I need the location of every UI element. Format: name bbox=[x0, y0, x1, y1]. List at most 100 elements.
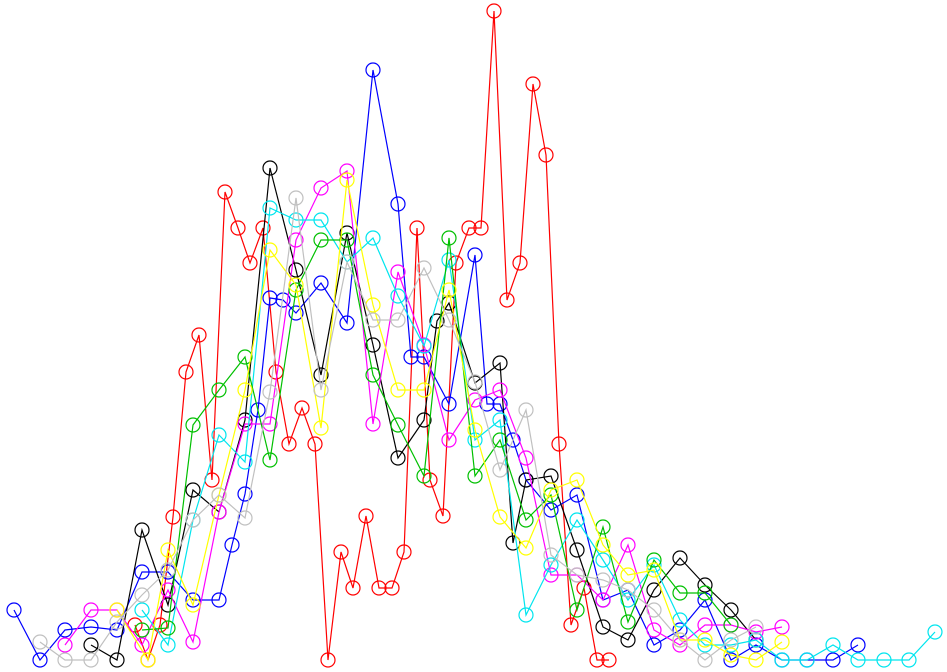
point-marker bbox=[723, 632, 739, 648]
point-marker bbox=[563, 617, 579, 633]
point-marker bbox=[339, 163, 355, 179]
point-marker bbox=[492, 382, 508, 398]
point-marker bbox=[134, 522, 150, 538]
point-marker bbox=[518, 472, 534, 488]
point-marker bbox=[185, 512, 201, 528]
point-marker bbox=[518, 607, 534, 623]
point-marker bbox=[441, 282, 457, 298]
point-marker bbox=[543, 487, 559, 503]
point-marker bbox=[876, 652, 892, 668]
point-marker bbox=[57, 637, 73, 653]
point-marker bbox=[492, 412, 508, 428]
point-marker bbox=[134, 637, 150, 653]
point-marker bbox=[384, 580, 400, 596]
point-marker bbox=[748, 624, 764, 640]
point-marker bbox=[697, 637, 713, 653]
point-marker bbox=[217, 184, 233, 200]
point-marker bbox=[339, 172, 355, 188]
point-marker bbox=[774, 619, 790, 635]
point-marker bbox=[313, 420, 329, 436]
point-marker bbox=[416, 349, 432, 365]
point-marker bbox=[569, 567, 585, 583]
point-marker bbox=[262, 160, 278, 176]
point-marker bbox=[569, 472, 585, 488]
point-marker bbox=[83, 619, 99, 635]
series bbox=[32, 190, 764, 668]
point-marker bbox=[441, 396, 457, 412]
point-marker bbox=[185, 482, 201, 498]
point-marker bbox=[390, 450, 406, 466]
series bbox=[134, 200, 943, 668]
point-marker bbox=[262, 290, 278, 306]
point-marker bbox=[134, 602, 150, 618]
point-marker bbox=[620, 614, 636, 630]
point-marker bbox=[313, 382, 329, 398]
point-marker bbox=[441, 252, 457, 268]
series-line bbox=[134, 10, 609, 662]
point-marker bbox=[109, 652, 125, 668]
point-marker bbox=[237, 349, 253, 365]
point-marker bbox=[185, 592, 201, 608]
point-marker bbox=[211, 427, 227, 443]
point-marker bbox=[83, 652, 99, 668]
point-marker bbox=[850, 652, 866, 668]
point-marker bbox=[333, 544, 349, 560]
point-marker bbox=[416, 412, 432, 428]
point-marker bbox=[185, 597, 201, 613]
point-marker bbox=[512, 255, 528, 271]
point-marker bbox=[390, 382, 406, 398]
series bbox=[127, 3, 617, 668]
point-marker bbox=[467, 468, 483, 484]
point-marker bbox=[211, 487, 227, 503]
point-marker bbox=[281, 436, 297, 452]
point-marker bbox=[230, 220, 246, 236]
point-marker bbox=[390, 312, 406, 328]
point-marker bbox=[774, 634, 790, 650]
point-marker bbox=[365, 312, 381, 328]
point-marker bbox=[620, 567, 636, 583]
series-line bbox=[141, 237, 732, 631]
point-marker bbox=[32, 634, 48, 650]
point-marker bbox=[390, 264, 406, 280]
point-marker bbox=[365, 416, 381, 432]
point-marker bbox=[390, 417, 406, 433]
point-marker bbox=[620, 632, 636, 648]
point-marker bbox=[185, 634, 201, 650]
point-marker bbox=[262, 242, 278, 258]
point-marker bbox=[518, 402, 534, 418]
point-marker bbox=[620, 537, 636, 553]
point-marker bbox=[416, 338, 432, 354]
point-marker bbox=[57, 652, 73, 668]
point-marker bbox=[467, 422, 483, 438]
point-marker bbox=[595, 619, 611, 635]
point-marker bbox=[262, 452, 278, 468]
point-marker bbox=[595, 572, 611, 588]
point-marker bbox=[6, 602, 22, 618]
series-line bbox=[39, 197, 757, 661]
point-marker bbox=[371, 580, 387, 596]
point-marker bbox=[518, 450, 534, 466]
point-marker bbox=[672, 585, 688, 601]
point-marker bbox=[339, 232, 355, 248]
point-marker bbox=[774, 652, 790, 668]
point-marker bbox=[697, 632, 713, 648]
point-marker bbox=[224, 537, 240, 553]
point-marker bbox=[237, 454, 253, 470]
point-marker bbox=[518, 540, 534, 556]
point-marker bbox=[409, 220, 425, 236]
series-line bbox=[90, 167, 757, 661]
point-marker bbox=[518, 512, 534, 528]
point-marker bbox=[134, 622, 150, 638]
point-marker bbox=[473, 220, 489, 236]
point-marker bbox=[160, 562, 176, 578]
point-marker bbox=[416, 468, 432, 484]
point-marker bbox=[492, 462, 508, 478]
series bbox=[109, 172, 790, 668]
point-marker bbox=[396, 544, 412, 560]
point-marker bbox=[32, 652, 48, 668]
point-marker bbox=[505, 535, 521, 551]
point-marker bbox=[288, 190, 304, 206]
point-marker bbox=[237, 510, 253, 526]
point-marker bbox=[486, 3, 502, 19]
point-marker bbox=[339, 315, 355, 331]
